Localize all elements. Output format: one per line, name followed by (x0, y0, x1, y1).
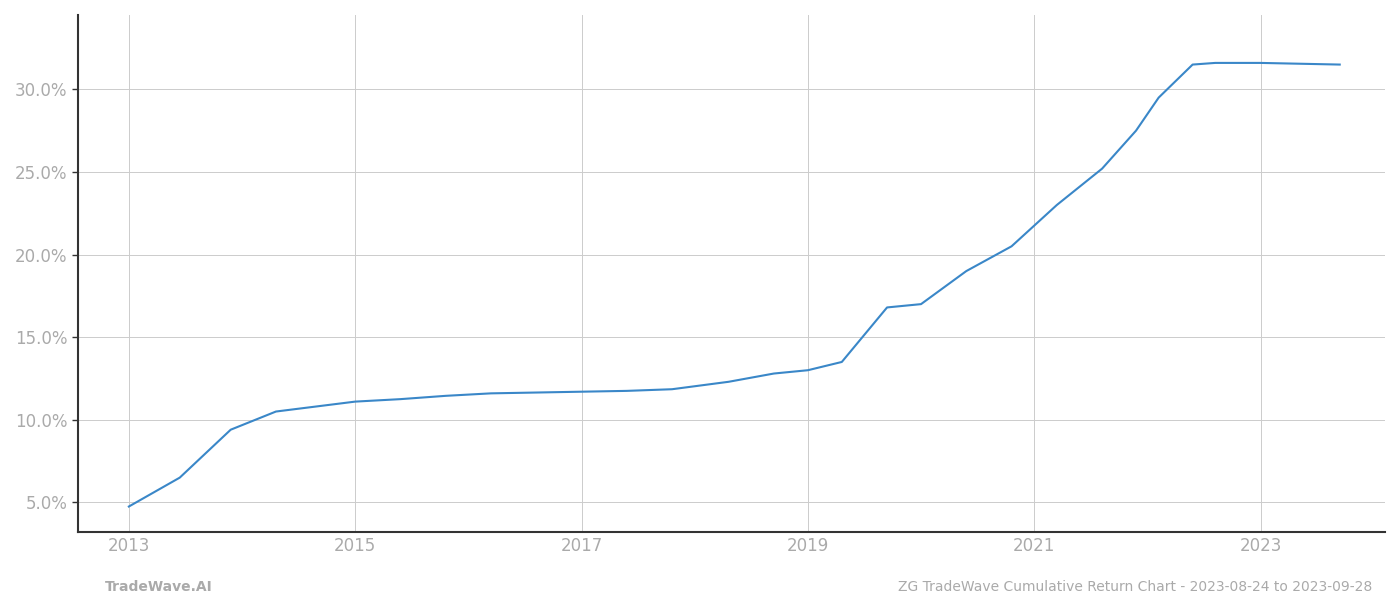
Text: ZG TradeWave Cumulative Return Chart - 2023-08-24 to 2023-09-28: ZG TradeWave Cumulative Return Chart - 2… (897, 580, 1372, 594)
Text: TradeWave.AI: TradeWave.AI (105, 580, 213, 594)
